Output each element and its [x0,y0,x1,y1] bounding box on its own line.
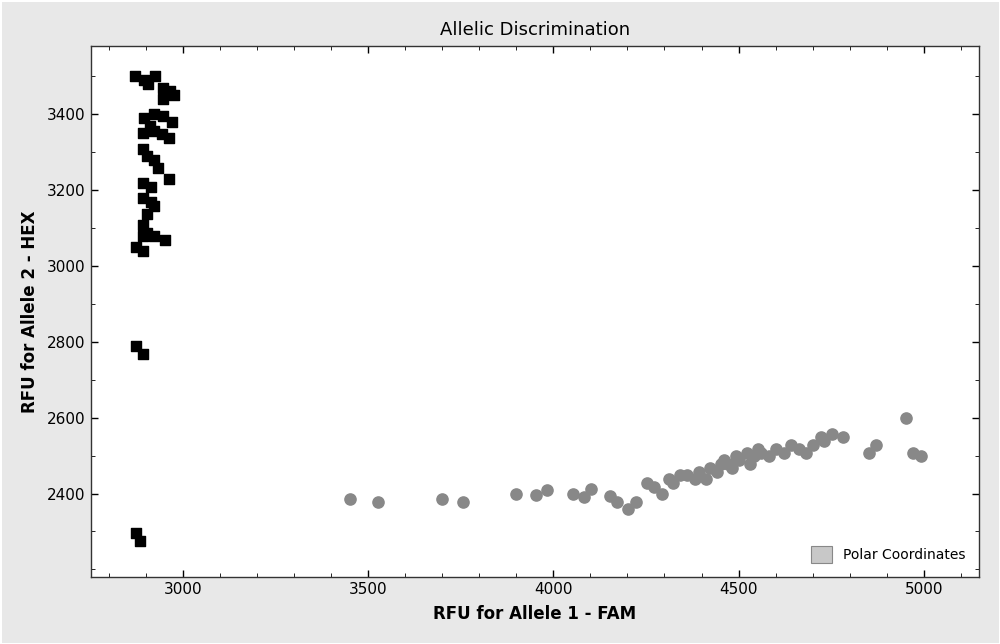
Point [868,440,884,450]
Point [155,94,171,104]
Point [455,497,471,507]
Point [155,82,171,93]
Point [135,178,151,189]
Point [166,90,182,100]
Point [147,71,163,81]
Point [576,492,592,502]
Point [768,444,784,454]
Point [139,209,155,219]
Point [161,175,177,185]
Point [679,470,695,480]
Point [342,494,358,504]
Point [783,440,799,450]
Legend: Polar Coordinates: Polar Coordinates [804,539,972,570]
Point [698,474,714,484]
Point [150,163,166,173]
Point [146,201,162,211]
Point [646,482,662,492]
Point [128,242,144,252]
Point [724,462,740,473]
Point [539,486,555,496]
Point [146,126,162,137]
Point [146,109,162,119]
Point [816,436,832,446]
Point [639,478,655,488]
Point [805,440,821,450]
Point [132,536,148,546]
Point [753,448,769,458]
Point [813,432,829,442]
Point [434,494,450,504]
Point [135,245,151,256]
Point [620,504,636,515]
Point [164,117,180,127]
Point [913,451,929,462]
Point [143,182,159,192]
Point [905,448,921,458]
Point [139,151,155,161]
Point [135,231,151,242]
Point [709,466,725,477]
Point [146,155,162,166]
Point [135,349,151,359]
Point [687,474,703,484]
Point [146,231,162,242]
Point [776,448,792,458]
Point [143,197,159,207]
Point [127,71,143,81]
Point [672,470,688,480]
Point [728,451,744,462]
Point [161,133,177,143]
Point [154,129,170,139]
Point [750,444,766,454]
Point [691,466,707,477]
Point [157,235,173,245]
Point [898,413,914,424]
Point [142,120,158,131]
Point [162,86,178,97]
Point [128,528,144,538]
Point [746,451,762,462]
Point [742,459,758,469]
Point [128,341,144,351]
Point [654,489,670,500]
Point [739,448,755,458]
Y-axis label: RFU for Allele 2 - HEX: RFU for Allele 2 - HEX [21,210,39,413]
Point [370,497,386,507]
Point [835,432,851,442]
Point [661,474,677,484]
Point [508,488,524,498]
Point [139,227,155,238]
Point [135,220,151,230]
Point [720,459,736,469]
Point [565,488,581,498]
Point [798,448,814,458]
Point [628,497,644,507]
Point [140,79,156,89]
Point [609,497,625,507]
Title: Allelic Discrimination: Allelic Discrimination [440,21,630,39]
Point [824,428,840,439]
Point [665,478,681,488]
X-axis label: RFU for Allele 1 - FAM: RFU for Allele 1 - FAM [433,605,636,623]
Point [761,451,777,462]
Point [861,448,877,458]
Point [716,455,732,466]
Point [135,144,151,155]
Point [136,113,152,123]
Point [155,111,171,121]
Point [731,455,747,466]
Point [602,491,618,501]
Point [791,444,807,454]
Point [583,484,599,494]
Point [702,462,718,473]
Point [136,75,152,85]
Point [135,193,151,204]
Point [528,490,544,500]
Point [713,459,729,469]
Point [135,128,151,138]
